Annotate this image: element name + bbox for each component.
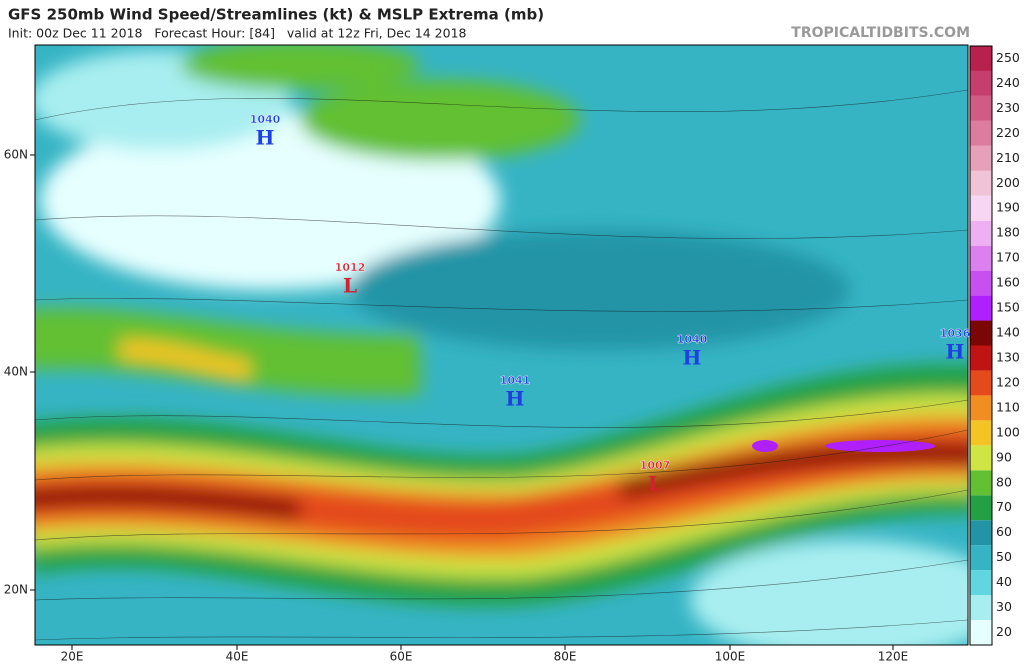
- colorbar-swatch: [970, 195, 992, 221]
- latitude-label: 40N: [4, 365, 28, 379]
- colorbar-swatch: [970, 545, 992, 571]
- longitude-label: 60E: [390, 650, 413, 664]
- pressure-value: 1036: [940, 327, 971, 340]
- colorbar-label: 220: [996, 125, 1020, 140]
- source: TROPICALTIDBITS.COM: [791, 25, 970, 41]
- colorbar-label: 60: [996, 524, 1012, 539]
- colorbar-label: 80: [996, 474, 1012, 489]
- colorbar-label: 240: [996, 75, 1020, 90]
- colorbar-label: 100: [996, 424, 1020, 439]
- longitude-label: 40E: [226, 650, 249, 664]
- pressure-value: 1041: [500, 374, 531, 387]
- colorbar-swatch: [970, 170, 992, 196]
- colorbar-swatch: [970, 570, 992, 596]
- pressure-symbol: H: [946, 340, 965, 364]
- pressure-symbol: L: [343, 274, 357, 298]
- colorbar-swatch: [970, 370, 992, 396]
- colorbar-label: 140: [996, 325, 1020, 340]
- colorbar-label: 130: [996, 349, 1020, 364]
- map-frame: [34, 44, 969, 646]
- colorbar-swatch: [970, 270, 992, 296]
- longitude-label: 80E: [554, 650, 577, 664]
- title: GFS 250mb Wind Speed/Streamlines (kt) & …: [8, 6, 544, 24]
- longitude-label: 20E: [61, 650, 84, 664]
- pressure-value: 1012: [335, 261, 366, 274]
- colorbar-label: 160: [996, 275, 1020, 290]
- colorbar-swatch: [970, 245, 992, 271]
- pressure-symbol: H: [256, 126, 275, 150]
- colorbar-label: 120: [996, 374, 1020, 389]
- colorbar-label: 180: [996, 225, 1020, 240]
- colorbar-swatch: [970, 295, 992, 321]
- colorbar-label: 170: [996, 250, 1020, 265]
- colorbar-label: 110: [996, 399, 1020, 414]
- colorbar-swatch: [970, 320, 992, 346]
- colorbar-label: 50: [996, 549, 1012, 564]
- colorbar-swatch: [970, 46, 992, 71]
- colorbar-label: 20: [996, 624, 1012, 639]
- map-field: [35, 45, 968, 645]
- colorbar-swatch: [970, 95, 992, 121]
- pressure-symbol: L: [648, 472, 662, 496]
- colorbar-swatch: [970, 395, 992, 421]
- longitude-label: 120E: [878, 650, 909, 664]
- colorbar-label: 150: [996, 300, 1020, 315]
- longitude-label: 100E: [715, 650, 746, 664]
- colorbar-swatch: [970, 145, 992, 171]
- colorbar-label: 230: [996, 100, 1020, 115]
- colorbar-swatch: [970, 470, 992, 496]
- colorbar-swatch: [970, 495, 992, 521]
- colorbar-swatch: [970, 120, 992, 146]
- pressure-value: 1040: [677, 333, 708, 346]
- colorbar-swatch: [970, 445, 992, 471]
- colorbar-label: 30: [996, 599, 1012, 614]
- latitude-label: 20N: [4, 583, 28, 597]
- colorbar-swatch: [970, 420, 992, 446]
- colorbar-label: 200: [996, 175, 1020, 190]
- colorbar-label: 250: [996, 50, 1020, 65]
- colorbar-frame: [969, 45, 993, 646]
- colorbar-swatch: [970, 620, 992, 645]
- colorbar-swatch: [970, 220, 992, 246]
- colorbar-swatch: [970, 70, 992, 96]
- pressure-value: 1007: [640, 459, 671, 472]
- colorbar-swatch: [970, 595, 992, 621]
- pressure-symbol: H: [683, 346, 702, 370]
- pressure-value: 1040: [250, 113, 281, 126]
- colorbar-label: 70: [996, 499, 1012, 514]
- colorbar-label: 190: [996, 200, 1020, 215]
- colorbar-label: 40: [996, 574, 1012, 589]
- colorbar-label: 210: [996, 150, 1020, 165]
- pressure-symbol: H: [506, 387, 525, 411]
- latitude-label: 60N: [4, 148, 28, 162]
- subtitle: Init: 00z Dec 11 2018 Forecast Hour: [84…: [8, 26, 467, 41]
- colorbar-swatch: [970, 345, 992, 371]
- colorbar-swatch: [970, 520, 992, 546]
- colorbar-label: 90: [996, 449, 1012, 464]
